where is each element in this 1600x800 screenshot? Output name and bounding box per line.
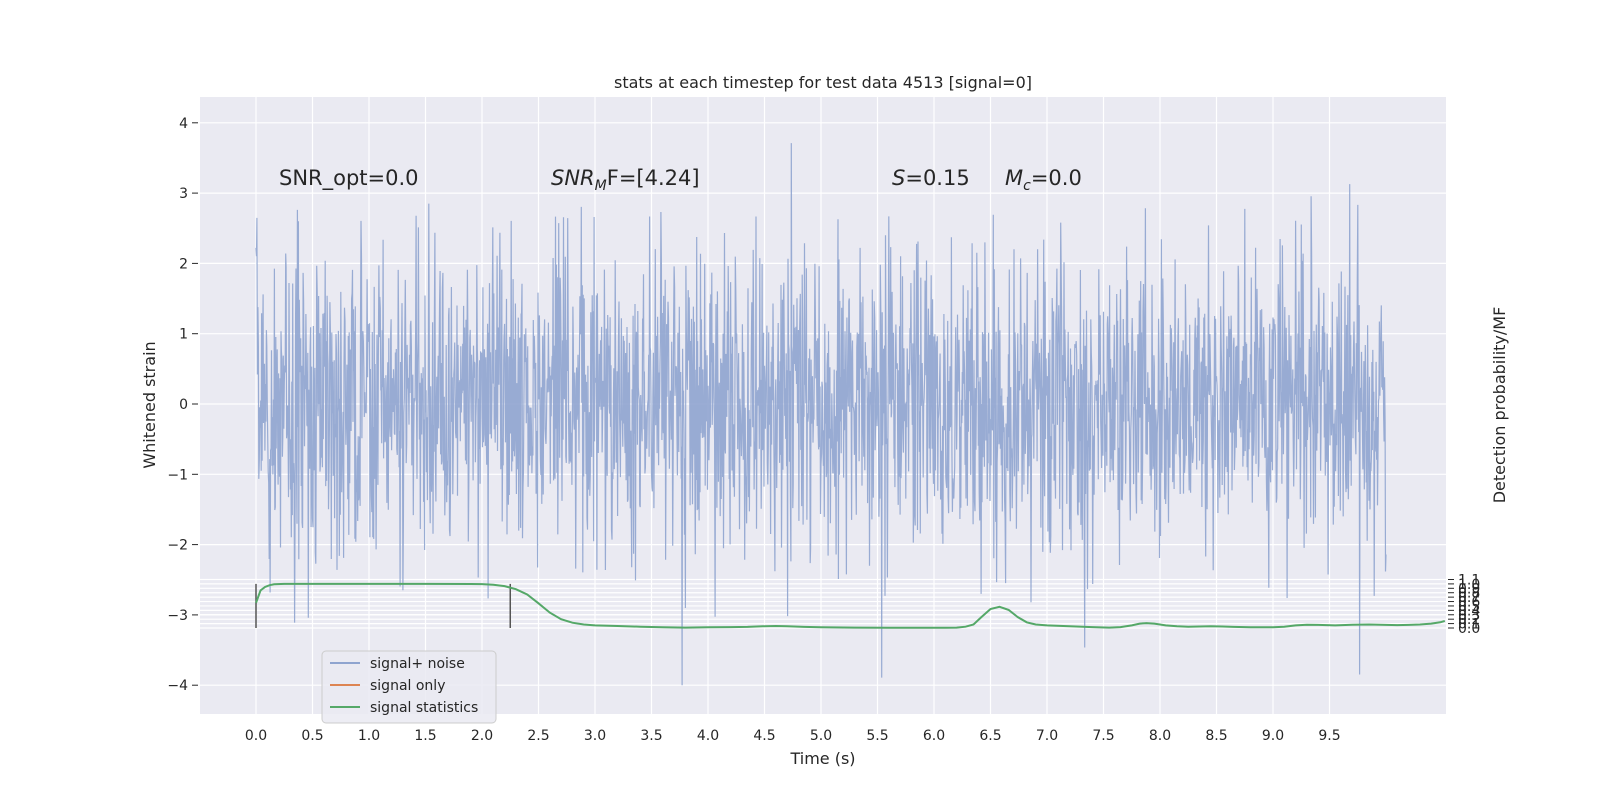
mc-main: M [1005, 166, 1023, 190]
right-y-tick-label: 0.7 [1458, 590, 1480, 606]
x-tick-label: 7.0 [1036, 728, 1058, 744]
signal-noise-line [255, 143, 1387, 686]
x-tick-label: 9.0 [1262, 728, 1284, 744]
signal-statistics-line [255, 582, 1446, 629]
x-tick-label: 6.5 [979, 728, 1001, 744]
x-tick-label: 3.0 [584, 728, 606, 744]
left-y-tick-labels: 4 3 2 1 0 −1 −2 −3 −4 [167, 116, 188, 694]
left-y-tick-label: 4 [179, 116, 188, 132]
x-tick-label: 7.5 [1092, 728, 1114, 744]
x-tick-label: 0.0 [245, 728, 267, 744]
x-tick-label: 4.5 [753, 728, 775, 744]
x-tick-label: 8.5 [1205, 728, 1227, 744]
s-tail: =0.15 [905, 166, 969, 190]
mc-tail: =0.0 [1031, 166, 1082, 190]
x-tick-label: 4.0 [697, 728, 719, 744]
legend-label-signal-noise: signal+ noise [370, 656, 465, 672]
right-y-tick-label: 0.8 [1458, 586, 1480, 602]
x-tick-label: 1.0 [358, 728, 380, 744]
right-y-gridlines [200, 578, 1454, 629]
right-y-axis-label: Detection probability/MF [1490, 307, 1509, 504]
snr-opt-annotation: SNR_opt=0.0 [279, 166, 419, 191]
s-main: S [892, 166, 905, 190]
x-tick-label: 9.5 [1318, 728, 1340, 744]
signal-statistics-series [255, 582, 1446, 629]
x-tick-label: 2.5 [527, 728, 549, 744]
x-tick-label: 1.5 [414, 728, 436, 744]
x-tick-label: 2.0 [471, 728, 493, 744]
right-y-tick-label: 0.9 [1458, 581, 1480, 597]
right-y-tick-label: 0.0 [1458, 621, 1480, 637]
x-tick-label: 8.0 [1149, 728, 1171, 744]
right-y-tick-label: 0.6 [1458, 595, 1480, 611]
vertical-markers [255, 583, 511, 628]
legend-label-signal-only: signal only [370, 678, 445, 694]
left-y-tick-label: −2 [167, 538, 188, 554]
right-y-tick-label: 0.4 [1458, 603, 1480, 619]
left-y-tick-label: 1 [179, 327, 188, 343]
left-y-tick-label: 2 [179, 256, 188, 272]
x-tick-label: 5.0 [810, 728, 832, 744]
left-y-tick-label: −4 [167, 678, 188, 694]
legend: signal+ noise signal only signal statist… [321, 650, 497, 724]
snr-mf-tail: F=[4.24] [607, 166, 700, 190]
right-y-tick-labels: 1.11.00.90.80.70.60.50.40.30.20.10.0 [1458, 572, 1480, 637]
x-tick-label: 5.5 [866, 728, 888, 744]
chart-title: stats at each timestep for test data 451… [614, 73, 1032, 92]
left-y-tick-label: 3 [179, 186, 188, 202]
mc-annotation: Mc=0.0 [1005, 166, 1082, 194]
left-y-axis-label: Whitened strain [140, 341, 159, 468]
snr-mf-main: SNR [551, 166, 595, 190]
right-y-tick-label: 0.3 [1458, 608, 1480, 624]
right-y-tick-label: 1.0 [1458, 577, 1480, 593]
legend-label-signal-statistics: signal statistics [370, 700, 478, 716]
x-tick-label: 6.0 [923, 728, 945, 744]
x-tick-labels: 0.0 0.5 1.0 1.5 2.0 2.5 3.0 3.5 4.0 4.5 5.0 5.5 6.0 6… [245, 728, 1341, 744]
x-tick-label: 3.5 [640, 728, 662, 744]
mc-subscript: c [1023, 178, 1031, 194]
right-y-tick-label: 0.1 [1458, 617, 1480, 633]
left-y-tick-label: −1 [167, 467, 188, 483]
right-y-tick-label: 0.5 [1458, 599, 1480, 615]
left-y-tick-label: −3 [167, 608, 188, 624]
x-tick-label: 0.5 [301, 728, 323, 744]
signal-noise-series [255, 143, 1387, 686]
right-y-tick-label: 0.2 [1458, 612, 1480, 628]
right-y-tick-label: 1.1 [1458, 572, 1480, 588]
snr-mf-subscript: M [595, 178, 607, 194]
left-y-tick-label: 0 [179, 397, 188, 413]
s-annotation: S=0.15 [892, 166, 970, 190]
snr-mf-annotation: SNRMF=[4.24] [551, 166, 700, 194]
x-axis-label: Time (s) [789, 749, 855, 768]
legend-box [321, 650, 497, 724]
